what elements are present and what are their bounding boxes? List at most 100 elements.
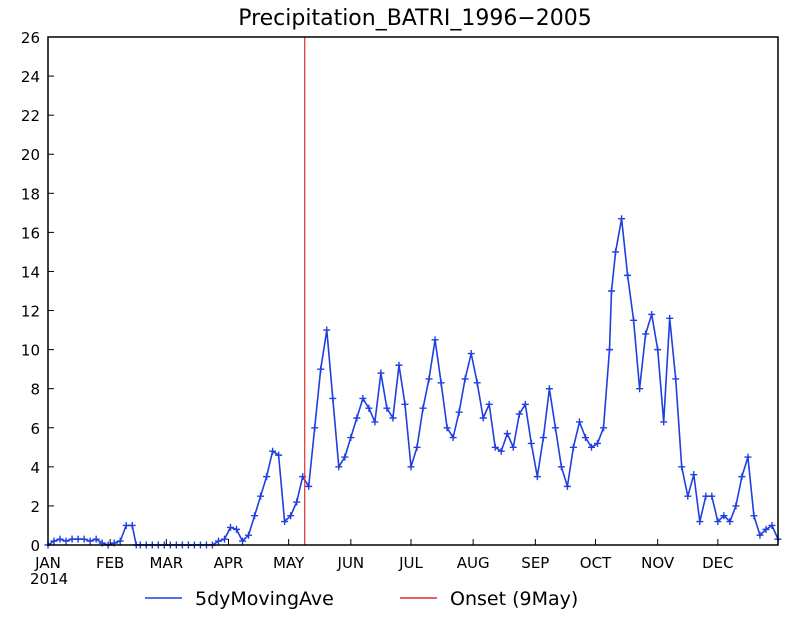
series-point xyxy=(419,404,427,412)
series-point xyxy=(690,471,698,479)
x-tick-label: JAN xyxy=(34,554,61,572)
series-point xyxy=(80,535,88,543)
series-point xyxy=(684,492,692,500)
series-point xyxy=(413,443,421,451)
y-tick-label: 10 xyxy=(21,342,40,360)
y-tick-label: 14 xyxy=(21,263,40,281)
series-point xyxy=(642,330,650,338)
series-point xyxy=(341,453,349,461)
series-point xyxy=(275,451,283,459)
series-point xyxy=(92,535,100,543)
series-point xyxy=(672,375,680,383)
x-tick-label: NOV xyxy=(641,554,675,572)
series-point xyxy=(377,369,385,377)
x-tick-label: JUL xyxy=(398,554,423,572)
series-point xyxy=(389,414,397,422)
y-tick-label: 26 xyxy=(21,29,40,47)
y-tick-label: 8 xyxy=(30,381,40,399)
series-point xyxy=(473,379,481,387)
series-point xyxy=(443,424,451,432)
series-point xyxy=(654,346,662,354)
series-point xyxy=(353,414,361,422)
series-point xyxy=(347,434,355,442)
y-tick-label: 16 xyxy=(21,224,40,242)
series-point xyxy=(768,521,776,529)
series-point xyxy=(365,404,373,412)
series-point xyxy=(479,414,487,422)
x-tick-label: DEC xyxy=(702,554,734,572)
x-tick-label: OCT xyxy=(580,554,612,572)
series-point xyxy=(68,535,76,543)
x-tick-label: AUG xyxy=(457,554,490,572)
series-point xyxy=(122,521,130,529)
series-point xyxy=(587,443,595,451)
plot-area xyxy=(44,37,782,549)
series-point xyxy=(539,434,547,442)
series-point xyxy=(449,434,457,442)
y-tick-label: 18 xyxy=(21,185,40,203)
series-point xyxy=(666,314,674,322)
series-point xyxy=(612,248,620,256)
series-point xyxy=(263,473,271,481)
series-point xyxy=(305,482,313,490)
series-point xyxy=(62,537,70,545)
series-point xyxy=(467,350,475,358)
series-point xyxy=(527,439,535,447)
x-axis: JAN FEB MAR APR MAY JUN JUL AUG SEP OCT NOV DEC xyxy=(34,539,734,572)
series-point xyxy=(678,463,686,471)
series-point xyxy=(600,424,608,432)
series-point xyxy=(56,535,64,543)
series-point xyxy=(437,379,445,387)
series-point xyxy=(281,518,289,526)
series-point xyxy=(563,482,571,490)
series-point xyxy=(762,525,770,533)
series-point xyxy=(509,443,517,451)
series-point xyxy=(214,537,222,545)
series-point xyxy=(569,443,577,451)
y-tick-label: 4 xyxy=(30,459,40,477)
series-point xyxy=(485,400,493,408)
series-point xyxy=(74,535,82,543)
series-point xyxy=(660,418,668,426)
series-point xyxy=(533,473,541,481)
series-point xyxy=(395,361,403,369)
series-point xyxy=(515,410,523,418)
series-point xyxy=(581,434,589,442)
y-tick-label: 20 xyxy=(21,146,40,164)
series-point xyxy=(750,512,758,520)
series-point xyxy=(521,400,529,408)
series-point xyxy=(503,430,511,438)
series-point xyxy=(293,498,301,506)
y-tick-label: 12 xyxy=(21,303,40,321)
series-point xyxy=(311,424,319,432)
series-point xyxy=(575,418,583,426)
series-point xyxy=(317,365,325,373)
series-point xyxy=(557,463,565,471)
series-point xyxy=(630,316,638,324)
series-point xyxy=(257,492,265,500)
series-point xyxy=(618,215,626,223)
series-point xyxy=(401,400,409,408)
series-point xyxy=(606,346,614,354)
chart-title: Precipitation_BATRI_1996−2005 xyxy=(238,6,592,31)
series-point xyxy=(455,408,463,416)
y-tick-label: 0 xyxy=(30,537,40,555)
series-point xyxy=(708,492,716,500)
x-tick-label: MAR xyxy=(150,554,184,572)
series-point xyxy=(287,512,295,520)
series-point xyxy=(648,310,656,318)
y-tick-label: 22 xyxy=(21,107,40,125)
series-point xyxy=(245,531,253,539)
x-tick-label: FEB xyxy=(96,554,124,572)
series-point xyxy=(738,473,746,481)
series-point xyxy=(251,512,259,520)
x-tick-label: MAY xyxy=(273,554,305,572)
series-point xyxy=(269,447,277,455)
series-point xyxy=(233,525,241,533)
series-point xyxy=(594,439,602,447)
series-point xyxy=(551,424,559,432)
y-tick-label: 24 xyxy=(21,68,40,86)
series-point xyxy=(696,518,704,526)
series-point xyxy=(491,443,499,451)
